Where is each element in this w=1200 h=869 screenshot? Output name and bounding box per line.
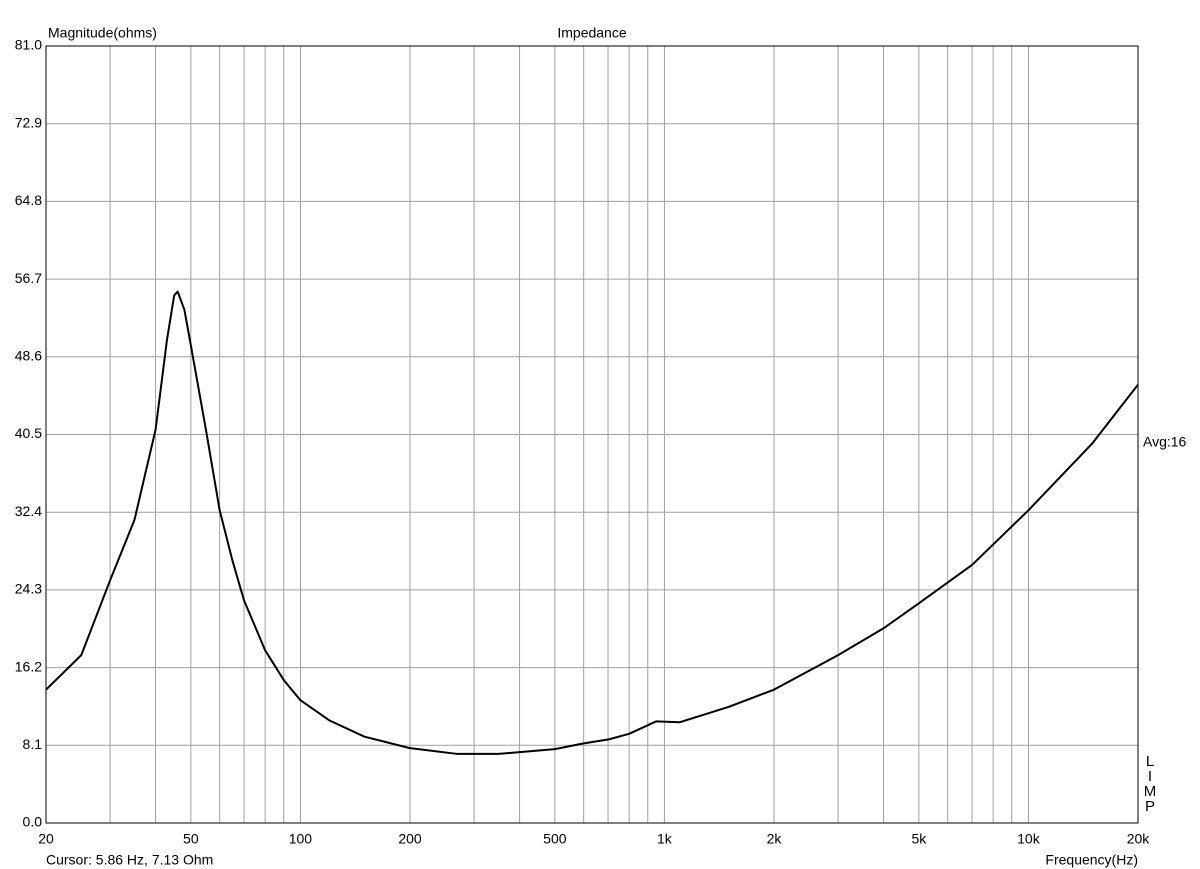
app-letter: L [1146,753,1154,770]
y-tick-label: 24.3 [15,581,42,597]
x-tick-label: 200 [398,831,422,847]
x-tick-label: 1k [657,831,673,847]
y-tick-label: 0.0 [23,814,43,830]
x-tick-label: 5k [911,831,927,847]
x-tick-label: 50 [183,831,199,847]
y-tick-label: 32.4 [15,503,42,519]
x-tick-label: 100 [289,831,313,847]
plot-frame [45,45,1139,824]
chart-title: Impedance [557,25,626,41]
x-tick-label: 20k [1127,831,1151,847]
app-letter: M [1144,783,1157,800]
y-tick-label: 40.5 [15,425,42,441]
y-tick-label: 81.0 [15,37,42,53]
app-letter: P [1145,798,1155,815]
x-tick-label: 10k [1017,831,1041,847]
y-tick-label: 64.8 [15,192,42,208]
y-axis-label: Magnitude(ohms) [48,25,157,41]
y-tick-label: 72.9 [15,114,42,130]
y-tick-label: 8.1 [23,736,43,752]
y-tick-label: 56.7 [15,270,42,286]
x-tick-label: 2k [767,831,783,847]
impedance-line [45,290,1139,755]
x-axis-label: Frequency(Hz) [1045,852,1138,868]
y-tick-label: 48.6 [15,348,42,364]
app-letter: I [1148,768,1152,785]
y-tick-label: 16.2 [15,658,42,674]
x-tick-label: 500 [543,831,567,847]
avg-annotation: Avg:16 [1143,434,1187,450]
status-text: Cursor: 5.86 Hz, 7.13 Ohm [46,852,213,868]
x-tick-label: 20 [38,831,54,847]
